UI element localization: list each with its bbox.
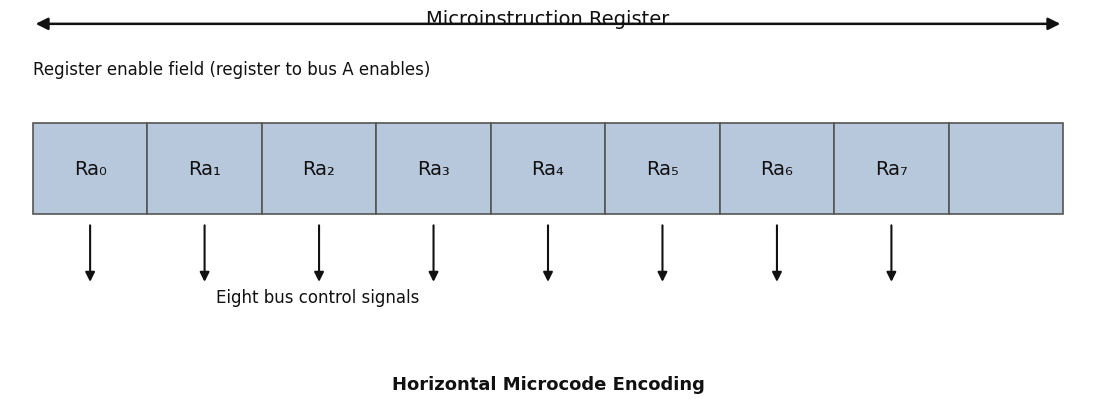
Bar (720, 124, 834, 215)
Bar (376, 124, 491, 215)
Bar (262, 124, 376, 215)
Bar (33, 124, 147, 215)
Text: Ra₄: Ra₄ (532, 160, 564, 179)
Text: Ra₀: Ra₀ (73, 160, 106, 179)
Text: Microinstruction Register: Microinstruction Register (426, 10, 670, 29)
Bar (949, 124, 1063, 215)
Bar (605, 124, 720, 215)
Text: Ra₁: Ra₁ (189, 160, 221, 179)
Text: Ra₅: Ra₅ (647, 160, 678, 179)
Text: Ra₃: Ra₃ (418, 160, 449, 179)
Text: Ra₂: Ra₂ (302, 160, 335, 179)
Text: Ra₇: Ra₇ (875, 160, 907, 179)
Text: Horizontal Microcode Encoding: Horizontal Microcode Encoding (391, 375, 705, 393)
Text: Register enable field (register to bus A enables): Register enable field (register to bus A… (33, 61, 431, 79)
Bar (491, 124, 605, 215)
Bar (147, 124, 262, 215)
Text: Eight bus control signals: Eight bus control signals (216, 288, 420, 306)
Bar (834, 124, 949, 215)
Text: Ra₆: Ra₆ (761, 160, 794, 179)
